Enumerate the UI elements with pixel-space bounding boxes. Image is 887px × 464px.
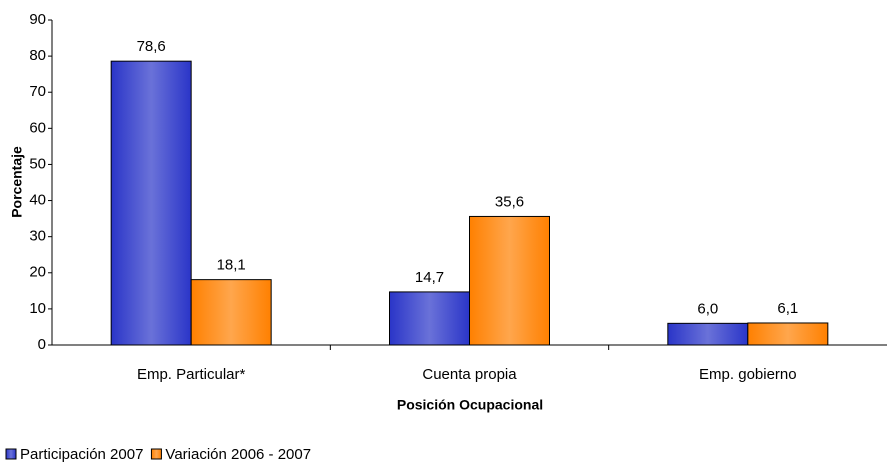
x-tick-label: Emp. Particular* — [137, 366, 246, 383]
value-label: 35,6 — [495, 193, 524, 210]
y-tick-label: 70 — [29, 83, 46, 100]
legend-label: Variación 2006 - 2007 — [165, 446, 311, 463]
y-tick-label: 60 — [29, 119, 46, 136]
bar — [110, 60, 192, 346]
y-tick-label: 50 — [29, 155, 46, 172]
bar — [469, 215, 550, 346]
value-label: 6,0 — [697, 300, 718, 317]
y-tick-label: 10 — [29, 300, 46, 317]
legend-swatch — [150, 448, 162, 460]
legend-swatch — [5, 448, 17, 460]
x-tick-label: Emp. gobierno — [699, 366, 797, 383]
value-label: 14,7 — [415, 269, 444, 286]
x-axis-title: Posición Ocupacional — [397, 397, 543, 413]
y-tick-label: 30 — [29, 228, 46, 245]
y-axis-title: Porcentaje — [9, 146, 25, 218]
bar — [190, 279, 272, 346]
bar — [389, 291, 470, 346]
y-tick-label: 0 — [38, 336, 46, 353]
x-tick-label: Cuenta propia — [422, 366, 517, 383]
y-tick-label: 40 — [29, 192, 46, 209]
value-label: 18,1 — [217, 257, 246, 274]
bar — [667, 322, 749, 346]
y-tick-label: 90 — [29, 11, 46, 28]
value-label: 78,6 — [137, 38, 166, 55]
y-tick-label: 20 — [29, 264, 46, 281]
value-label: 6,1 — [777, 300, 798, 317]
y-tick-label: 80 — [29, 47, 46, 64]
legend-label: Participación 2007 — [20, 446, 143, 463]
bar — [747, 322, 829, 346]
